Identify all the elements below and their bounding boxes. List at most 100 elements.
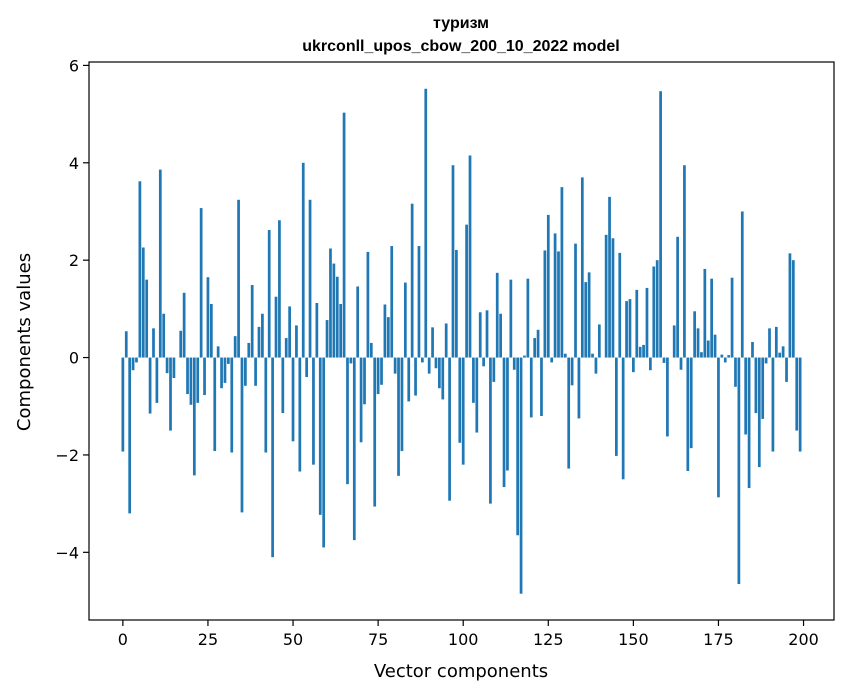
bar (124, 331, 128, 358)
bar (237, 199, 240, 358)
bar (594, 357, 598, 374)
bar (250, 285, 254, 358)
bar (768, 328, 771, 358)
bar (424, 88, 428, 358)
bar (489, 357, 492, 504)
y-axis-ticks: −4 −2 0 2 4 6 (55, 56, 89, 562)
bar (557, 251, 560, 358)
bar (312, 357, 315, 465)
y-tick-label: 2 (69, 251, 79, 270)
bar (407, 357, 411, 402)
bar (162, 313, 166, 358)
bar (403, 282, 407, 358)
bar (380, 357, 383, 385)
bar (740, 211, 744, 358)
bar (458, 357, 462, 443)
bar (560, 187, 564, 358)
bar (448, 357, 451, 501)
bar (420, 357, 424, 363)
bar (666, 357, 669, 437)
x-tick-label: 150 (618, 630, 649, 649)
bar (577, 357, 581, 419)
bar (706, 340, 710, 358)
bar (710, 278, 714, 358)
bar (788, 253, 792, 358)
x-tick-label: 175 (703, 630, 734, 649)
bar (645, 287, 649, 358)
bar (618, 252, 622, 358)
bar (179, 330, 183, 358)
bar (356, 286, 360, 358)
bar (570, 357, 574, 386)
bar (339, 303, 343, 358)
bar (332, 263, 336, 358)
bar (342, 112, 346, 358)
bar (625, 301, 628, 358)
bar (563, 353, 567, 358)
bar (264, 357, 268, 453)
bar (441, 357, 445, 400)
bar (764, 357, 768, 364)
bar (495, 272, 499, 358)
bar (230, 357, 234, 453)
bar (791, 260, 795, 358)
bar (135, 357, 138, 363)
bar (546, 214, 550, 358)
bar (152, 328, 155, 358)
bar (165, 357, 169, 374)
bar (686, 357, 690, 472)
bar (679, 357, 683, 370)
bar (798, 357, 802, 452)
bar (754, 357, 758, 414)
bar (257, 326, 261, 358)
bars-group (121, 88, 802, 594)
x-axis-label: Vector components (374, 661, 548, 682)
bar (727, 355, 731, 358)
bar (278, 220, 281, 358)
chart-title: туризм (433, 15, 489, 32)
bar (649, 357, 652, 371)
bar (509, 279, 513, 358)
bar (478, 312, 482, 358)
bar (196, 357, 200, 403)
bar (400, 357, 404, 452)
bar (189, 357, 193, 405)
bar (628, 299, 632, 358)
bar (298, 357, 302, 472)
bar (281, 357, 285, 414)
bar (203, 357, 206, 396)
bar (288, 306, 291, 358)
x-tick-label: 100 (448, 630, 479, 649)
bar (244, 357, 247, 386)
bar (761, 357, 765, 419)
bar (614, 357, 618, 456)
bar (611, 238, 615, 358)
y-tick-label: −4 (55, 543, 79, 562)
bar (499, 313, 503, 358)
y-tick-label: 4 (69, 154, 79, 173)
bar (233, 336, 237, 358)
bar (482, 357, 485, 367)
bar (591, 353, 594, 358)
bar (621, 357, 625, 480)
bar (369, 342, 373, 358)
y-tick-label: −2 (55, 446, 79, 465)
x-tick-label: 50 (283, 630, 303, 649)
bar (349, 357, 353, 364)
bar (529, 357, 533, 418)
bar (526, 278, 530, 358)
x-axis-ticks: 0 25 50 75 100 125 150 175 200 (118, 620, 819, 649)
x-tick-label: 75 (368, 630, 388, 649)
bar (730, 277, 734, 358)
bar (417, 246, 421, 358)
bar (781, 346, 785, 358)
bar (771, 357, 775, 452)
bar (608, 196, 611, 358)
bar (227, 357, 230, 364)
bar (693, 311, 696, 358)
bar (206, 277, 210, 358)
bar (158, 169, 162, 358)
bar (638, 346, 642, 358)
bar (635, 289, 639, 358)
